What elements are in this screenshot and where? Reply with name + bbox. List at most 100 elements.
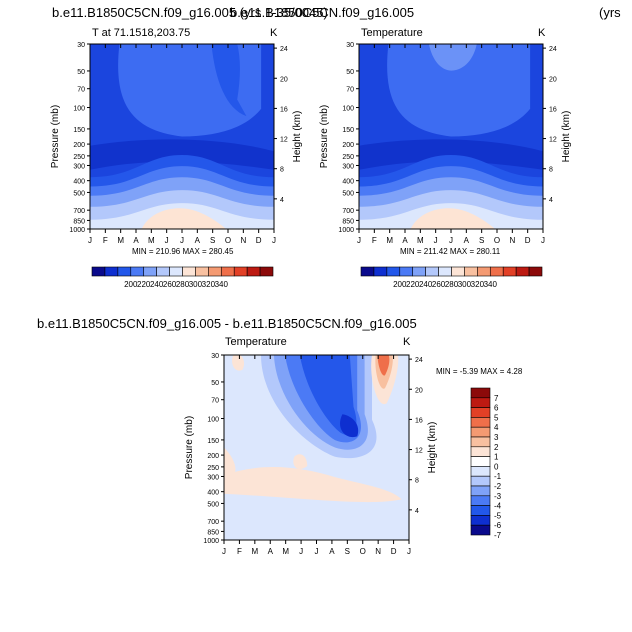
right-ylabel: Pressure (mb): [319, 105, 330, 168]
right-colorbar-label: 300: [458, 280, 472, 289]
right-ytick-label: 400: [342, 179, 354, 186]
left-panel-minmax: MIN = 210.96 MAX = 280.45: [132, 247, 234, 256]
right-ytick-label: 200: [342, 142, 354, 149]
left-y2tick-label: 16: [280, 106, 288, 113]
left-xtick-label: J: [272, 236, 276, 245]
right-colorbar-label: 240: [419, 280, 433, 289]
diff-colorbar-label: -4: [494, 502, 502, 511]
right-colorbar-swatch: [502, 266, 517, 277]
diff-colorbar-swatch: [470, 485, 491, 497]
left-colorbar-swatch: [182, 266, 196, 277]
left-colorbar-swatch: [220, 266, 235, 277]
left-ytick-label: 200: [73, 142, 85, 149]
left-xtick-label: J: [180, 236, 184, 245]
diff-colorbar-swatch: [470, 436, 491, 448]
right-colorbar-swatch: [399, 266, 414, 277]
diff-colorbar-swatch: [470, 505, 491, 516]
left-xtick-label: F: [103, 236, 108, 245]
right-ytick-label: 300: [342, 163, 354, 170]
left-xtick-label: D: [256, 236, 262, 245]
right-ytick-label: 850: [342, 218, 354, 225]
left-colorbar-label: 280: [176, 280, 190, 289]
diff-panel-minmax: MIN = -5.39 MAX = 4.28: [436, 367, 523, 376]
diff-y2tick-label: 12: [415, 448, 423, 455]
right-xtick-label: N: [509, 236, 515, 245]
right-y2tick-label: 20: [549, 76, 557, 83]
left-colorbar-label: 240: [150, 280, 164, 289]
diff-positive-contour-3: [224, 467, 402, 503]
right-panel-variable-label: Temperature: [361, 27, 423, 39]
right-colorbar-label: 340: [484, 280, 498, 289]
right-ytick-label: 100: [342, 106, 354, 113]
left-ytick-label: 1000: [69, 227, 85, 234]
right-colorbar-label: 260: [432, 280, 446, 289]
right-warm-dome: [410, 208, 496, 229]
right-xtick-label: D: [525, 236, 531, 245]
diff-colorbar-label: 1: [494, 453, 499, 462]
right-xtick-label: A: [464, 236, 470, 245]
right-xtick-label: J: [541, 236, 545, 245]
right-colorbar-swatch: [489, 266, 504, 277]
right-colorbar-swatch: [425, 266, 439, 277]
left-colorbar-swatch: [91, 266, 106, 277]
left-colorbar-label: 320: [202, 280, 216, 289]
left-xtick-label: M: [148, 236, 155, 245]
right-xtick-label: O: [494, 236, 500, 245]
diff-xtick-label: M: [282, 547, 289, 556]
left-colorbar-swatch: [143, 266, 157, 277]
diff-ytick-label: 500: [207, 501, 219, 508]
right-xtick-label: M: [386, 236, 393, 245]
diff-ytick-label: 250: [207, 465, 219, 472]
diff-y2tick-label: 20: [415, 387, 423, 394]
diff-ytick-label: 30: [211, 353, 219, 360]
left-panel-variable-label: T at 71.1518,203.75: [92, 27, 191, 39]
right-y2tick-label: 8: [549, 167, 553, 174]
right-colorbar-label: 220: [406, 280, 420, 289]
left-y2tick-label: 20: [280, 76, 288, 83]
diff-panel-variable-label: Temperature: [225, 336, 287, 348]
diff-positive-contour-6: [232, 355, 245, 371]
left-colorbar-swatch: [246, 266, 261, 277]
left-colorbar-label: 300: [189, 280, 203, 289]
left-upper-patch: [211, 44, 247, 117]
left-ytick-label: 150: [73, 127, 85, 134]
left-warm-dome: [141, 208, 227, 229]
diff-panel-plot: [223, 354, 410, 541]
left-xtick-label: A: [195, 236, 201, 245]
diff-colorbar-label: -6: [494, 521, 502, 530]
left-ytick-label: 50: [77, 69, 85, 76]
diff-xtick-label: A: [268, 547, 274, 556]
right-colorbar-swatch: [386, 266, 401, 277]
right-ytick-label: 1000: [338, 227, 354, 234]
right-y2label: Height (km): [561, 111, 572, 163]
diff-ytick-label: 850: [207, 529, 219, 536]
diff-panel-units-label: K: [403, 336, 411, 348]
diff-xtick-label: A: [329, 547, 335, 556]
diff-colorbar-label: -3: [494, 492, 502, 501]
right-xtick-label: A: [402, 236, 408, 245]
right-ytick-label: 700: [342, 208, 354, 215]
right-colorbar-swatch: [360, 266, 375, 277]
right-xtick-label: F: [372, 236, 377, 245]
right-xtick-label: J: [449, 236, 453, 245]
right-panel-plot: [358, 43, 544, 230]
left-colorbar-label: 200: [124, 280, 138, 289]
left-colorbar-swatch: [130, 266, 145, 277]
right-tropopause-band: [359, 139, 543, 170]
diff-colorbar-swatch: [470, 524, 491, 536]
left-colorbar-swatch: [259, 266, 274, 277]
diff-colorbar-label: 5: [494, 413, 499, 422]
right-colorbar-swatch: [412, 266, 426, 277]
diff-colorbar-swatch: [470, 417, 491, 428]
right-panel-title-extra: (yrs: [599, 5, 621, 20]
diff-colorbar-label: -7: [494, 531, 502, 540]
right-xtick-label: S: [479, 236, 484, 245]
diff-colorbar-swatch: [470, 456, 491, 467]
diff-ytick-label: 150: [207, 438, 219, 445]
right-upper-patch: [428, 44, 477, 71]
right-ytick-label: 250: [342, 154, 354, 161]
right-colorbar-label: 280: [445, 280, 459, 289]
diff-colorbar-swatch: [470, 426, 491, 438]
diff-xtick-label: J: [299, 547, 303, 556]
diff-colorbar-label: 3: [494, 433, 499, 442]
